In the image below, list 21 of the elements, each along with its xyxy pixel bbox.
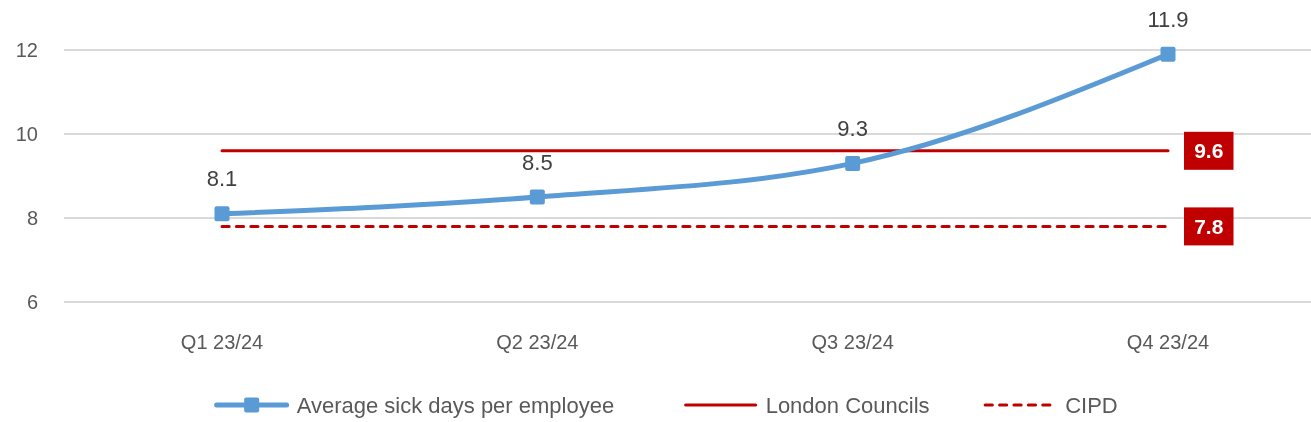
point — [1160, 46, 1176, 62]
y-tick-label: 8 — [26, 207, 38, 229]
data-label: 9.3 — [837, 115, 868, 141]
point — [845, 155, 861, 171]
point — [214, 206, 230, 222]
data-label: 8.5 — [522, 149, 553, 175]
data-label: 9.6 — [1194, 139, 1224, 163]
x-tick-label: Q2 23/24 — [496, 331, 579, 353]
x-tick-label: Q1 23/24 — [180, 331, 264, 353]
x-tick-label: Q4 23/24 — [1126, 331, 1210, 353]
data-label: 11.9 — [1147, 6, 1189, 32]
legend-label: CIPD — [1065, 392, 1118, 418]
y-tick-label: 6 — [26, 291, 38, 313]
y-tick-label: 10 — [15, 123, 38, 145]
x-tick-label: Q3 23/24 — [811, 331, 894, 353]
legend-label: Average sick days per employee — [296, 392, 615, 418]
data-label: 8.1 — [206, 166, 238, 192]
legend-label: London Councils — [765, 392, 930, 418]
y-tick-label: 12 — [15, 39, 38, 61]
point — [529, 189, 545, 205]
data-label: 7.8 — [1194, 214, 1224, 238]
